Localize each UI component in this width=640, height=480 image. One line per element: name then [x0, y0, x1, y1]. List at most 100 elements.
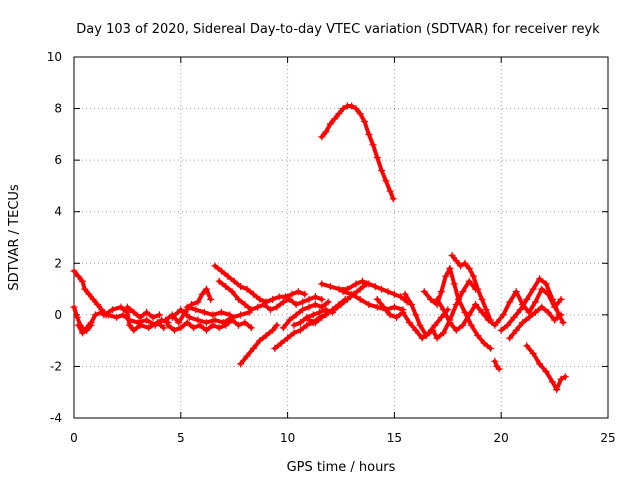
data-point: [228, 288, 236, 296]
data-point: [237, 360, 245, 368]
data-point: [299, 306, 307, 314]
data-point: [211, 262, 219, 270]
data-point: [467, 321, 475, 329]
data-point: [305, 295, 313, 303]
data-point: [185, 313, 193, 321]
data-series-arc-23: [433, 295, 499, 334]
data-point: [70, 267, 78, 275]
data-point: [162, 316, 170, 324]
data-point: [286, 295, 294, 303]
data-point: [226, 311, 234, 319]
data-point: [87, 321, 95, 329]
data-point: [243, 352, 251, 360]
data-point: [551, 316, 559, 324]
data-series-arc-1: [70, 267, 110, 319]
data-point: [309, 311, 317, 319]
data-point: [482, 306, 490, 314]
data-point: [440, 329, 447, 337]
data-point: [401, 290, 409, 298]
data-point: [113, 313, 121, 321]
data-point: [529, 350, 537, 357]
y-axis-label: SDTVAR / TECUs: [7, 184, 22, 291]
axis-ticks: 0 5 10 15 20 25 -4 -2 0 2 4 6 8 10: [47, 50, 616, 445]
data-series-arc-28: [506, 303, 565, 342]
data-point: [448, 252, 456, 259]
data-series-arc-14: [279, 298, 332, 332]
data-point: [149, 313, 157, 321]
data-point: [241, 319, 249, 327]
data-point: [237, 283, 245, 290]
data-point: [153, 319, 161, 327]
data-point: [369, 141, 377, 149]
trace-line: [435, 297, 497, 333]
data-point: [542, 368, 550, 376]
data-point: [241, 301, 249, 308]
data-point: [136, 313, 144, 321]
data-point: [286, 316, 294, 324]
data-point: [79, 277, 86, 285]
x-tick-label: 5: [177, 431, 185, 445]
data-series-arc-22: [420, 264, 494, 352]
data-point: [561, 373, 569, 381]
data-point: [512, 326, 520, 334]
data-point: [108, 306, 116, 314]
data-point: [170, 326, 178, 334]
data-point: [538, 303, 546, 311]
data-point: [495, 365, 503, 373]
data-point: [429, 326, 437, 334]
trace-line: [101, 305, 166, 333]
data-point: [452, 257, 460, 265]
data-point: [296, 319, 304, 327]
data-series-arc-25: [491, 357, 503, 373]
data-point: [378, 167, 386, 174]
data-point: [431, 321, 439, 329]
data-point: [85, 290, 93, 298]
data-point: [301, 290, 309, 298]
data-point: [474, 285, 482, 293]
y-tick-label: 4: [54, 205, 62, 219]
data-series-arc-19: [339, 288, 407, 314]
data-point: [506, 334, 514, 342]
data-point: [455, 295, 462, 303]
data-point: [493, 319, 501, 327]
data-point: [202, 285, 210, 293]
data-point: [465, 264, 473, 272]
trace-line: [238, 323, 279, 366]
data-point: [549, 295, 556, 303]
data-point: [123, 303, 131, 311]
data-point: [294, 288, 302, 296]
data-point: [390, 290, 398, 298]
data-point: [305, 303, 313, 311]
data-point: [365, 301, 373, 308]
data-point: [192, 306, 200, 314]
y-tick-label: 2: [54, 256, 62, 270]
data-point: [303, 321, 311, 329]
data-point: [284, 334, 292, 342]
data-point: [339, 105, 347, 113]
data-point: [538, 285, 546, 293]
data-point: [79, 329, 86, 337]
data-point: [390, 303, 398, 311]
x-tick-label: 20: [494, 431, 509, 445]
data-point: [217, 267, 225, 275]
data-point: [260, 301, 268, 308]
data-point: [348, 290, 356, 298]
data-point: [318, 133, 326, 141]
data-point: [94, 301, 101, 308]
data-point: [273, 321, 281, 329]
data-point: [100, 311, 108, 319]
y-tick-label: 10: [47, 50, 62, 64]
data-point: [399, 308, 407, 316]
data-point: [523, 295, 531, 303]
data-point: [318, 313, 326, 321]
data-point: [356, 110, 364, 118]
data-series-arc-7: [164, 316, 255, 334]
trace-line: [76, 323, 94, 335]
trace-line: [166, 318, 254, 333]
data-point: [235, 295, 242, 303]
data-point: [427, 295, 435, 303]
data-point: [288, 290, 296, 298]
data-point: [292, 301, 300, 308]
data-point: [243, 285, 251, 293]
